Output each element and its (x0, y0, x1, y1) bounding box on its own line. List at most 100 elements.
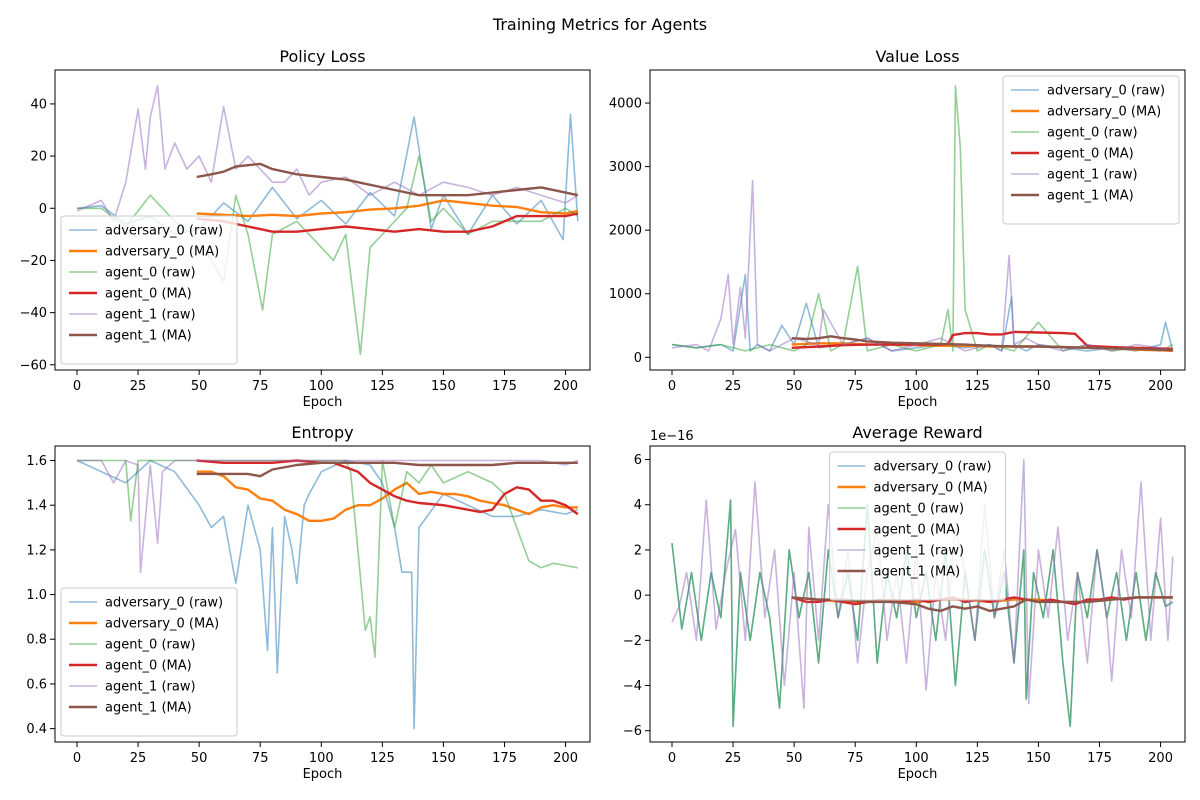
plot-frame (649, 69, 1186, 371)
y-tick-label: −40 (20, 306, 47, 321)
x-tick-label: 0 (73, 751, 81, 766)
legend-label: adversary_0 (raw) (105, 224, 223, 239)
series-line-agent-1-raw (671, 179, 1173, 352)
legend-label: adversary_0 (MA) (1047, 105, 1161, 120)
series-line-adversary-0-ma (196, 199, 579, 218)
x-tick-label: 0 (73, 379, 81, 394)
legend-label: adversary_0 (MA) (105, 245, 219, 260)
legend-label: adversary_0 (raw) (105, 596, 223, 611)
x-tick-label: 75 (252, 379, 269, 394)
x-axis-label: Epoch (303, 395, 343, 410)
legend-label: agent_0 (MA) (874, 523, 961, 538)
legend-label: agent_1 (MA) (874, 565, 961, 580)
x-tick-label: 100 (904, 751, 929, 766)
y-axis-exponent: 1e−16 (650, 429, 694, 444)
series-line-agent-1-raw (76, 84, 579, 223)
legend-label: agent_1 (raw) (1047, 168, 1138, 183)
y-tick-label: 1.2 (26, 543, 47, 558)
x-tick-label: 150 (431, 379, 456, 394)
legend-label: adversary_0 (raw) (874, 460, 992, 475)
y-tick-label: 1000 (609, 287, 642, 302)
legend: adversary_0 (raw) adversary_0 (MA) agent_0… (60, 587, 238, 737)
x-tick-label: 150 (1026, 379, 1051, 394)
series-line-adversary-0-raw (76, 459, 579, 730)
series-group (76, 459, 579, 730)
y-tick-label: 2000 (609, 224, 642, 239)
y-tick-label: 3000 (609, 160, 642, 175)
y-tick-label: 1.6 (26, 454, 47, 469)
legend-label: agent_1 (MA) (1047, 189, 1134, 204)
x-tick-label: 175 (1087, 751, 1112, 766)
series-line-agent-0-ma (791, 596, 1173, 606)
x-tick-label: 175 (1087, 379, 1112, 394)
x-tick-label: 25 (130, 379, 147, 394)
x-tick-label: 50 (191, 379, 208, 394)
y-tick-label: 0.4 (26, 722, 47, 737)
x-tick-label: 100 (904, 379, 929, 394)
legend-label: agent_1 (raw) (105, 308, 196, 323)
legend-label: agent_0 (MA) (105, 659, 192, 674)
legend-box (60, 215, 238, 365)
x-tick-label: 25 (725, 379, 742, 394)
x-tick-label: 25 (725, 751, 742, 766)
y-tick-label: −6 (623, 724, 642, 739)
chart-title: Entropy (291, 423, 353, 442)
legend: adversary_0 (raw) adversary_0 (MA) agent_0… (1002, 75, 1180, 225)
legend-label: adversary_0 (MA) (105, 617, 219, 632)
y-tick-label: 1.4 (26, 499, 47, 514)
y-tick-label: −20 (20, 254, 47, 269)
x-tick-label: 175 (492, 751, 517, 766)
x-tick-label: 50 (786, 379, 803, 394)
chart-panel-2: Entropy 0 25 50 75 100 125 150 175 200 0.4 0.6 0.8 1.… (26, 423, 591, 782)
legend-label: agent_0 (raw) (105, 266, 196, 281)
x-tick-label: 100 (309, 751, 334, 766)
y-tick-label: 0 (634, 589, 642, 604)
legend-label: agent_0 (raw) (1047, 126, 1138, 141)
legend-label: agent_1 (raw) (105, 680, 196, 695)
y-tick-label: 40 (30, 97, 47, 112)
legend-label: agent_1 (MA) (105, 701, 192, 716)
y-tick-label: 4000 (609, 97, 642, 112)
legend-label: agent_0 (MA) (105, 287, 192, 302)
y-tick-label: 0 (634, 351, 642, 366)
x-tick-label: 125 (965, 751, 990, 766)
chart-title: Average Reward (852, 423, 982, 442)
legend-label: adversary_0 (raw) (1047, 84, 1165, 99)
legend-box (1002, 75, 1180, 225)
legend-label: adversary_0 (MA) (874, 481, 988, 496)
series-line-agent-0-raw (77, 459, 578, 658)
plot-frame (54, 445, 591, 743)
y-tick-label: 0.8 (26, 633, 47, 648)
x-tick-label: 75 (252, 751, 269, 766)
x-tick-label: 0 (668, 751, 676, 766)
x-axis-label: Epoch (303, 767, 343, 782)
legend-box (829, 451, 1006, 601)
series-line-agent-1-raw (671, 458, 1174, 709)
x-tick-label: 125 (370, 379, 395, 394)
y-tick-label: 4 (634, 498, 642, 513)
legend: adversary_0 (raw) adversary_0 (MA) agent_0… (60, 215, 238, 365)
y-tick-label: 20 (30, 150, 47, 165)
y-tick-label: −60 (20, 358, 47, 373)
y-tick-label: −2 (623, 634, 642, 649)
x-tick-label: 200 (1148, 751, 1173, 766)
chart-panel-3: Average Reward 0 25 50 75 100 125 150 175 200 −6 −4… (623, 423, 1186, 782)
x-tick-label: 125 (965, 379, 990, 394)
series-line-agent-1-ma (791, 335, 1173, 352)
plot-frame (649, 445, 1186, 743)
x-axis-label: Epoch (898, 767, 938, 782)
x-tick-label: 175 (492, 379, 517, 394)
x-tick-label: 200 (553, 751, 578, 766)
x-tick-label: 100 (309, 379, 334, 394)
series-line-agent-0-ma (196, 212, 579, 233)
y-tick-label: 0 (39, 202, 47, 217)
x-tick-label: 75 (847, 379, 864, 394)
x-tick-label: 0 (668, 379, 676, 394)
x-tick-label: 125 (370, 751, 395, 766)
series-group (671, 85, 1174, 353)
x-tick-label: 50 (191, 751, 208, 766)
legend: adversary_0 (raw) adversary_0 (MA) agent_0… (829, 451, 1006, 601)
x-tick-label: 150 (431, 751, 456, 766)
series-line-adversary-0-raw (671, 273, 1174, 352)
